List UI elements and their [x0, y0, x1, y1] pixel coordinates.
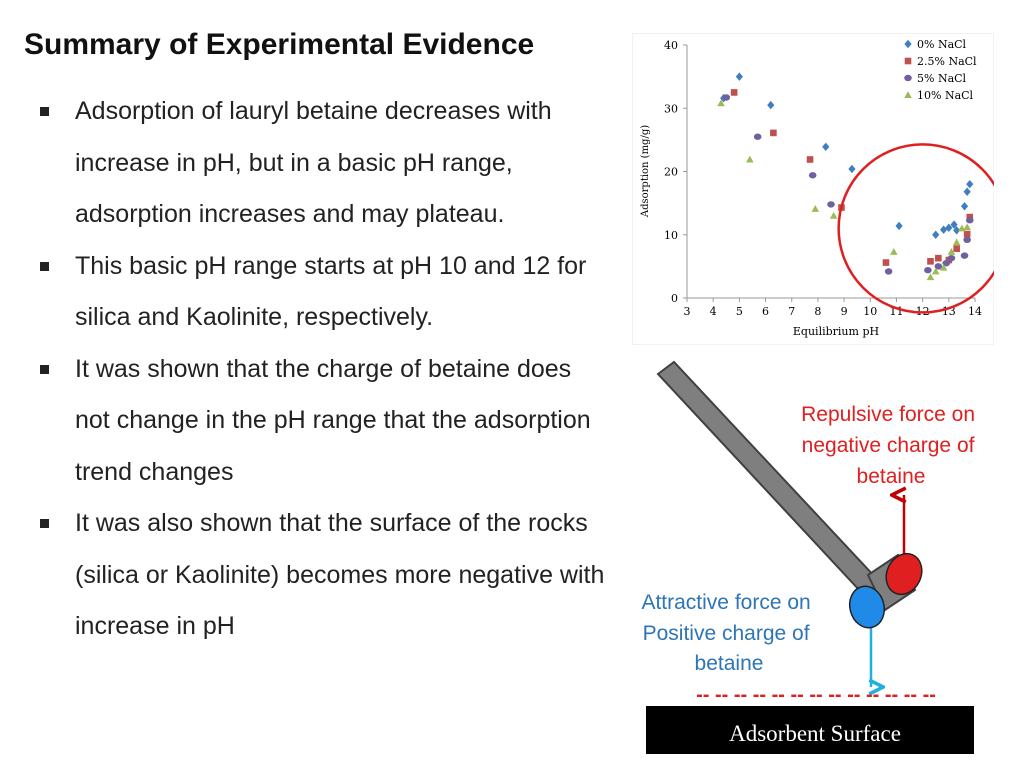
- square-icon: [730, 89, 738, 96]
- diamond-icon: [904, 39, 912, 49]
- circle-icon: [884, 268, 893, 275]
- diamond-icon: [932, 230, 940, 239]
- square-icon: [963, 230, 971, 238]
- positive-charge-ball: [848, 585, 886, 629]
- x-tick-label: 8: [814, 305, 821, 318]
- bullet-text: This basic pH range starts at pH 10 and …: [75, 251, 587, 332]
- triangle-icon: [890, 248, 898, 255]
- diamond-icon: [950, 220, 958, 229]
- adsorbent-surface: [646, 706, 974, 754]
- adsorption-mechanism-diagram: Repulsive force on negative charge of be…: [641, 360, 981, 754]
- attractive-force-label: Attractive force on Positive charge of b…: [641, 591, 816, 675]
- x-tick-label: 14: [968, 305, 982, 318]
- triangle-icon: [963, 223, 971, 231]
- circle-icon: [924, 266, 932, 274]
- x-tick-label: 6: [762, 305, 769, 318]
- diamond-icon: [895, 221, 903, 231]
- x-tick-label: 4: [710, 305, 717, 318]
- bullet-item: Adsorption of lauryl betaine decreases w…: [38, 86, 608, 241]
- square-icon: [927, 258, 934, 265]
- square-bullet-icon: [40, 107, 49, 116]
- legend-label: 5% NaCl: [917, 72, 967, 85]
- x-axis-label: Equilibrium pH: [793, 325, 879, 338]
- bullet-text: It was also shown that the surface of th…: [75, 509, 605, 640]
- circle-icon: [904, 74, 912, 82]
- attractive-label-line: betaine: [695, 652, 764, 675]
- circle-icon: [963, 236, 971, 244]
- triangle-icon: [926, 273, 935, 281]
- square-icon: [935, 254, 942, 262]
- bullet-item: It was also shown that the surface of th…: [38, 498, 608, 653]
- x-tick-label: 10: [863, 305, 877, 318]
- repulsive-force-label: Repulsive force on negative charge of be…: [801, 403, 981, 488]
- circle-icon: [942, 260, 950, 267]
- circle-icon: [827, 201, 835, 208]
- square-icon: [904, 57, 912, 65]
- legend-label: 0% NaCl: [917, 38, 967, 51]
- circle-icon: [965, 217, 974, 224]
- y-tick-label: 10: [664, 229, 678, 242]
- repulsive-label-line: Repulsive force on: [801, 403, 975, 426]
- slide-title: Summary of Experimental Evidence: [24, 28, 535, 61]
- circle-icon: [753, 133, 762, 140]
- triangle-icon: [939, 263, 948, 271]
- triangle-icon: [952, 238, 961, 246]
- y-axis-label: Adsorption (mg/g): [640, 125, 651, 218]
- bullet-item: It was shown that the charge of betaine …: [38, 344, 608, 499]
- bullet-item: This basic pH range starts at pH 10 and …: [38, 241, 608, 344]
- triangle-icon: [746, 155, 754, 163]
- square-icon: [806, 156, 814, 163]
- bullet-text: It was shown that the charge of betaine …: [75, 354, 591, 486]
- square-icon: [882, 259, 890, 266]
- legend: 0% NaCl 2.5% NaCl 5% NaCl 10% NaCl: [904, 38, 977, 102]
- adsorbent-surface-label: Adsorbent Surface: [729, 721, 901, 746]
- square-bullet-icon: [40, 519, 49, 528]
- x-tick-label: 5: [736, 305, 743, 318]
- y-tick-label: 40: [664, 39, 678, 52]
- bullet-text: Adsorption of lauryl betaine decreases w…: [75, 97, 552, 228]
- triangle-icon: [717, 99, 725, 107]
- repulsive-label-line: negative charge of: [802, 434, 975, 457]
- y-tick-label: 30: [664, 102, 678, 115]
- diamond-icon: [953, 226, 961, 235]
- circle-icon: [808, 172, 817, 179]
- diamond-icon: [960, 202, 969, 211]
- triangle-icon: [931, 267, 940, 275]
- bullet-list: Adsorption of lauryl betaine decreases w…: [38, 86, 608, 653]
- circle-icon: [947, 254, 956, 262]
- diamond-icon: [939, 225, 948, 234]
- square-icon: [770, 129, 777, 137]
- diamond-icon: [945, 223, 953, 232]
- diamond-icon: [966, 179, 974, 189]
- x-tick-label: 9: [841, 305, 848, 318]
- y-tick-label: 20: [664, 166, 678, 179]
- diamond-icon: [735, 72, 743, 81]
- square-bullet-icon: [40, 261, 49, 271]
- chart-frame: [632, 33, 994, 345]
- circle-icon: [960, 252, 969, 259]
- x-tick-label: 7: [788, 305, 795, 318]
- triangle-icon: [811, 205, 820, 212]
- circle-icon: [722, 94, 731, 101]
- diamond-icon: [963, 187, 971, 196]
- circle-icon: [934, 263, 943, 270]
- attractive-label-line: Positive charge of: [643, 622, 810, 645]
- highlight-circle: [837, 143, 994, 314]
- legend-label: 2.5% NaCl: [917, 55, 977, 68]
- square-bullet-icon: [40, 364, 49, 374]
- triangle-icon: [947, 248, 956, 255]
- negative-charge-ball: [885, 552, 923, 596]
- repulsive-label-line: betaine: [857, 465, 926, 488]
- triangle-icon: [904, 91, 912, 98]
- negative-surface-charges: -- -- -- -- -- -- -- -- -- -- -- -- --: [696, 684, 936, 706]
- triangle-icon: [829, 211, 838, 219]
- square-icon: [953, 245, 960, 252]
- x-tick-label: 3: [684, 305, 691, 318]
- attractive-label-line: Attractive force on: [641, 591, 810, 614]
- legend-label: 10% NaCl: [917, 89, 974, 102]
- y-tick-label: 0: [671, 292, 678, 305]
